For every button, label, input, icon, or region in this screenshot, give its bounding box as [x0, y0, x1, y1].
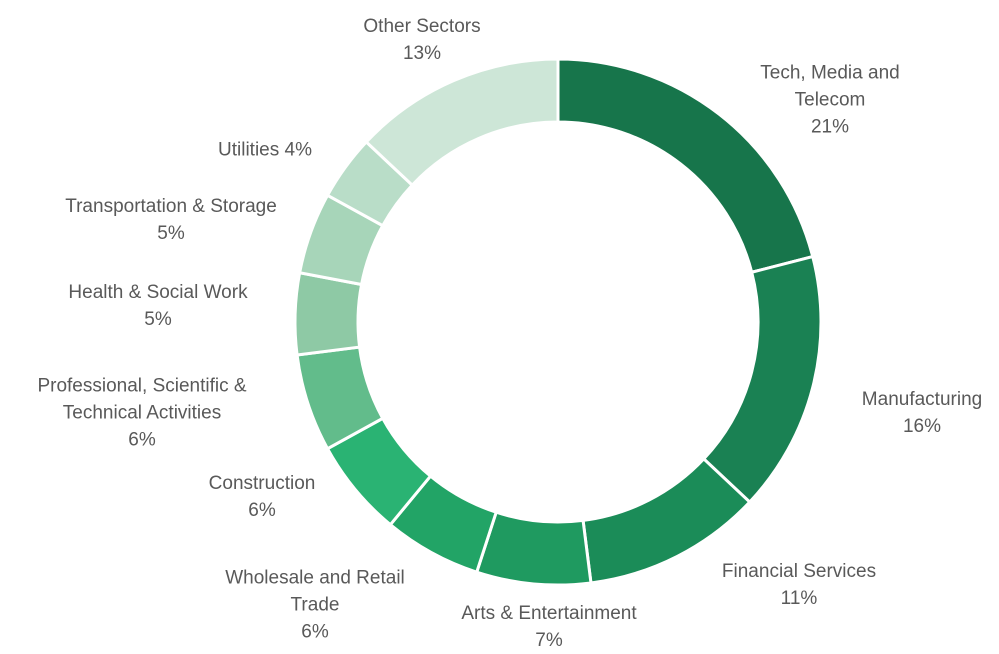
category-label: Other Sectors — [363, 16, 481, 37]
value-label: 21% — [810, 116, 850, 138]
segment-label: Wholesale and Retail Trade 6% — [215, 565, 415, 646]
category-label: Arts & Entertainment — [461, 603, 637, 624]
category-label: Wholesale and Retail Trade — [225, 567, 405, 616]
value-label: 6% — [301, 621, 329, 643]
value-label: 11% — [780, 588, 818, 609]
value-label: 4% — [284, 139, 312, 161]
segment-label: Utilities 4% — [218, 137, 312, 164]
category-label: Professional, Scientific & Technical Act… — [37, 375, 247, 424]
value-label: 7% — [535, 630, 563, 651]
segment-label: Manufacturing 16% — [862, 386, 982, 440]
value-label: 5% — [144, 309, 172, 330]
segment-label: Financial Services 11% — [722, 558, 876, 612]
donut-segment — [293, 270, 364, 357]
value-label: 5% — [157, 223, 185, 244]
category-label: Utilities — [218, 139, 280, 161]
category-label: Manufacturing — [861, 389, 983, 410]
segment-label: Construction 6% — [209, 470, 316, 524]
segment-label: Tech, Media and Telecom 21% — [735, 60, 925, 141]
category-label: Tech, Media and Telecom — [760, 62, 900, 111]
category-label: Health & Social Work — [68, 282, 248, 303]
value-label: 13% — [402, 43, 442, 64]
category-label: Transportation & Storage — [65, 196, 277, 217]
category-label: Construction — [208, 473, 316, 494]
value-label: 16% — [902, 416, 942, 437]
value-label: 6% — [248, 500, 276, 521]
segment-label: Other Sectors 13% — [363, 13, 480, 67]
value-label: 6% — [128, 429, 156, 451]
segment-label: Professional, Scientific & Technical Act… — [5, 373, 280, 454]
category-label: Financial Services — [721, 561, 877, 582]
donut-segment — [701, 254, 823, 505]
donut-segment — [364, 57, 560, 188]
segment-label: Transportation & Storage 5% — [65, 193, 277, 247]
segment-label: Arts & Entertainment 7% — [461, 600, 636, 654]
segment-label: Health & Social Work 5% — [68, 279, 247, 333]
